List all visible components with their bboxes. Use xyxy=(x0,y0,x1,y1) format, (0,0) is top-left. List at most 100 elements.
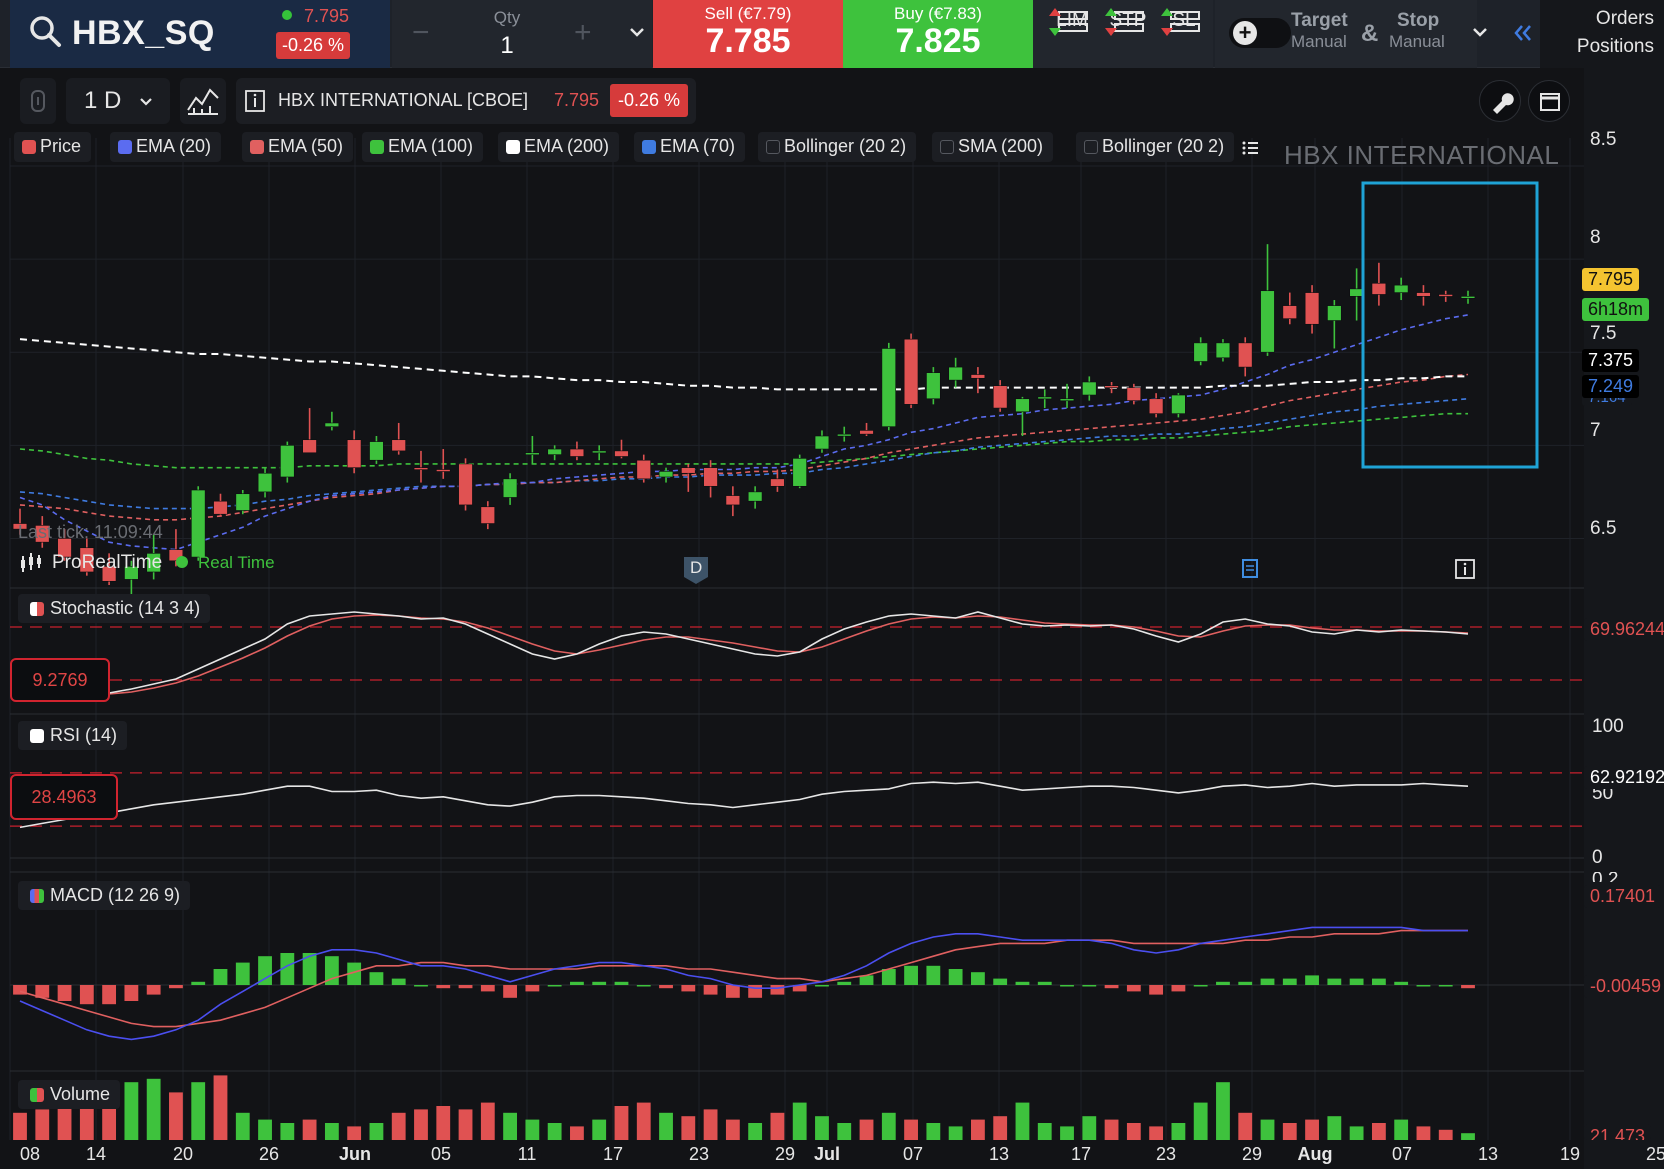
legend-item[interactable]: EMA (70) xyxy=(634,132,746,162)
qty-value[interactable]: 1 xyxy=(500,32,514,59)
candle-body xyxy=(1304,292,1320,325)
date-tick: 29 xyxy=(1241,1144,1263,1164)
legend-item[interactable]: SMA (200) xyxy=(932,132,1054,162)
candle-body xyxy=(1371,282,1387,295)
date-tick: 07 xyxy=(902,1144,924,1164)
macd-histogram-bar xyxy=(971,972,985,985)
candle-body xyxy=(725,495,741,506)
fullscreen-button[interactable] xyxy=(1528,80,1570,122)
info-icon[interactable] xyxy=(1454,558,1476,580)
legend-item[interactable]: EMA (50) xyxy=(242,132,354,162)
double-chevron-left-icon xyxy=(1514,25,1531,41)
candle-body xyxy=(903,338,919,405)
candle-body xyxy=(369,441,384,461)
macd-histogram-bar xyxy=(725,985,740,998)
stop-limit-order-icon xyxy=(1161,8,1200,36)
dividend-marker[interactable]: D xyxy=(682,555,710,585)
quantity-stepper[interactable]: − Qty 1 + xyxy=(392,0,622,68)
candle-body xyxy=(881,348,897,427)
volume-bar xyxy=(1438,1129,1453,1140)
search-icon[interactable] xyxy=(28,14,64,50)
symbol-selector[interactable]: HBX_SQ 7.795 -0.26 % xyxy=(10,0,390,68)
legend-item[interactable]: EMA (100) xyxy=(362,132,484,162)
date-tick: 05 xyxy=(430,1144,452,1164)
interval-selector[interactable]: 1 D xyxy=(66,78,170,124)
macd-histogram-bar xyxy=(926,965,941,985)
instrument-change-badge: -0.26 % xyxy=(610,84,689,117)
stochastic-title[interactable]: Stochastic (14 3 4) xyxy=(18,594,211,623)
legend-checkbox xyxy=(1084,140,1098,154)
legend-label: EMA (70) xyxy=(660,136,736,156)
stop-limit-order-button[interactable]: SL xyxy=(1159,6,1209,36)
candle-body xyxy=(346,439,362,468)
settings-wrench-button[interactable] xyxy=(1479,80,1521,122)
macd-title-text: MACD (12 26 9) xyxy=(50,885,181,905)
macd-histogram-bar xyxy=(1416,985,1431,987)
order-type-group: LIM STP SL xyxy=(1033,0,1213,68)
orders-link[interactable]: Orders xyxy=(1595,8,1654,29)
legend-menu-button[interactable] xyxy=(1238,134,1264,162)
stop-order-label: STP xyxy=(1109,10,1147,31)
macd-histogram-bar xyxy=(1126,985,1141,992)
target-mode[interactable]: Manual xyxy=(1291,32,1347,51)
volume-bar xyxy=(391,1112,406,1140)
limit-order-label: LIM xyxy=(1056,10,1088,31)
volume-bar xyxy=(1371,1123,1386,1140)
volume-bar xyxy=(948,1126,963,1140)
volume-bar xyxy=(1394,1119,1409,1140)
volume-bar xyxy=(1149,1126,1164,1140)
positions-link[interactable]: Positions xyxy=(1576,36,1654,57)
indicators-button[interactable] xyxy=(180,78,226,124)
macd-histogram-bar xyxy=(302,953,317,985)
instrument-info-bar[interactable]: HBX INTERNATIONAL [CBOE] 7.795 -0.26 % xyxy=(236,78,696,124)
collapse-panel-button[interactable] xyxy=(1505,0,1541,68)
stop-order-button[interactable]: STP xyxy=(1103,6,1153,36)
legend-color-swatch xyxy=(118,140,132,154)
macd-title[interactable]: MACD (12 26 9) xyxy=(18,881,191,910)
target-stop-dropdown[interactable] xyxy=(1465,0,1495,68)
ema70-line xyxy=(19,398,1469,510)
candle-body xyxy=(926,372,941,400)
candle-body xyxy=(525,452,540,456)
target-stop-toggle[interactable]: + xyxy=(1229,18,1291,48)
volume-bar xyxy=(414,1109,428,1140)
legend-item[interactable]: Bollinger (20 2) xyxy=(1076,132,1235,162)
news-document-icon[interactable] xyxy=(1240,558,1260,580)
qty-decrement-button[interactable]: − xyxy=(412,16,430,49)
candle-body xyxy=(591,450,607,454)
stop-order-icon xyxy=(1105,8,1144,36)
volume-bar xyxy=(1238,1112,1253,1140)
current-price-tag: 7.795 xyxy=(1582,268,1640,291)
candle-body xyxy=(1416,292,1431,297)
stop-mode[interactable]: Manual xyxy=(1389,32,1445,51)
legend-item[interactable]: Price xyxy=(14,132,92,162)
orders-positions-panel[interactable]: Orders Positions xyxy=(1540,0,1664,68)
volume-title[interactable]: Volume xyxy=(18,1080,121,1109)
qty-increment-button[interactable]: + xyxy=(574,16,592,49)
macd-hist-axis-value: -0.00459 xyxy=(1584,975,1664,998)
macd-histogram-bar xyxy=(146,985,161,995)
sell-button[interactable]: Sell (€7.79) 7.785 xyxy=(653,0,843,68)
macd-histogram-bar xyxy=(1282,978,1297,985)
legend-item[interactable]: Bollinger (20 2) xyxy=(758,132,917,162)
candle-body xyxy=(302,439,317,454)
candle-body xyxy=(1037,396,1052,400)
candle-body xyxy=(1393,284,1409,293)
limit-order-button[interactable]: LIM xyxy=(1047,6,1097,36)
volume-bar xyxy=(703,1109,718,1140)
buy-button[interactable]: Buy (€7.83) 7.825 xyxy=(843,0,1033,68)
list-icon xyxy=(1242,141,1258,155)
volume-bar xyxy=(815,1116,829,1140)
volume-bar xyxy=(1282,1123,1297,1140)
rsi-title[interactable]: RSI (14) xyxy=(18,721,128,750)
instrument-title: HBX INTERNATIONAL [CBOE] xyxy=(278,90,529,110)
legend-item[interactable]: EMA (20) xyxy=(110,132,222,162)
stochastic-color-swatch xyxy=(30,602,44,616)
macd-histogram-bar xyxy=(993,978,1008,985)
macd-histogram-bar xyxy=(235,962,250,985)
legend-item[interactable]: EMA (200) xyxy=(498,132,620,162)
date-tick: 17 xyxy=(602,1144,624,1164)
qty-dropdown-button[interactable] xyxy=(622,0,652,68)
chart-link-button[interactable] xyxy=(20,78,56,124)
